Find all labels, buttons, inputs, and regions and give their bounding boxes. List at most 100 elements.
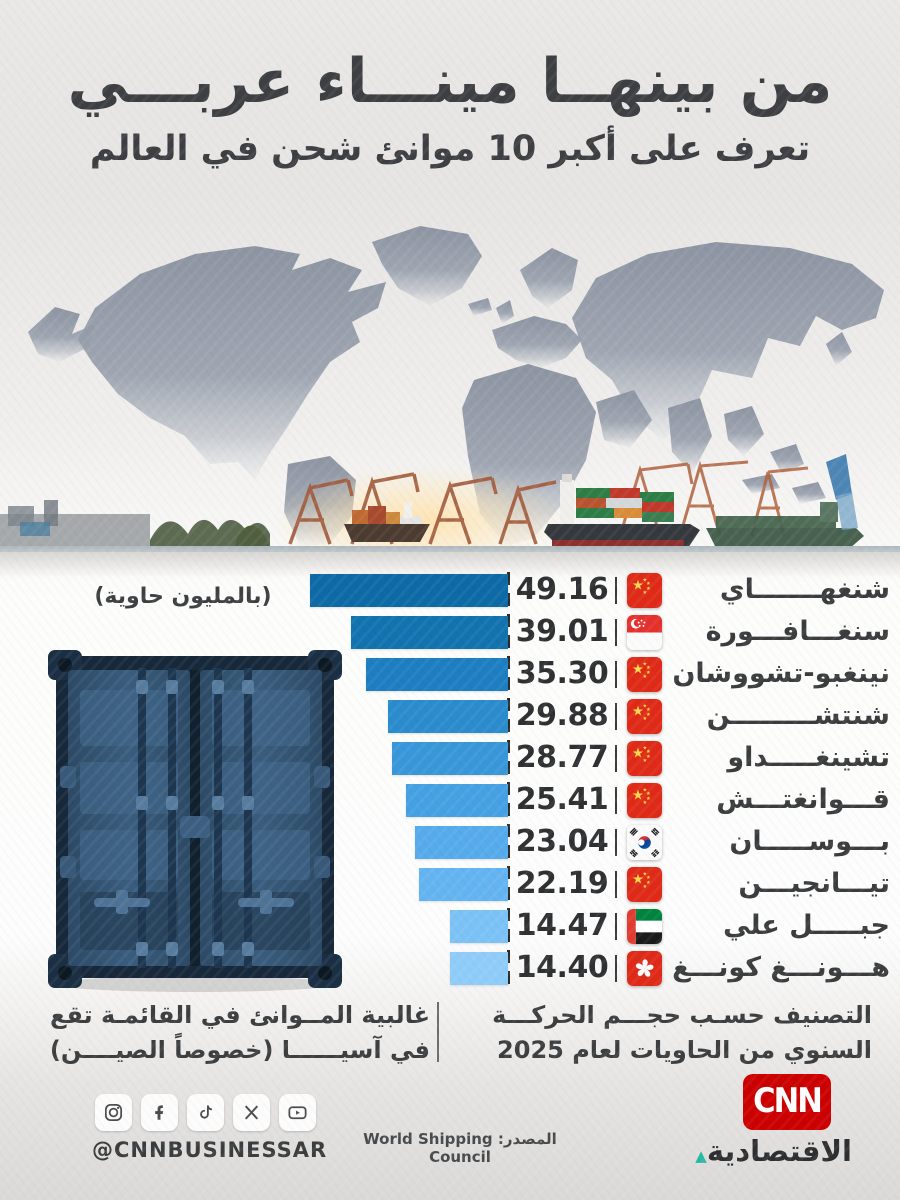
svg-text:★: ★ (646, 875, 651, 881)
svg-text:★: ★ (643, 871, 648, 877)
brand-dot: ▲ (695, 1147, 707, 1165)
svg-text:★: ★ (632, 662, 644, 678)
china-flag-icon: ★ ★ ★ ★ ★ (627, 699, 662, 734)
cnn-logo-box: CNN (743, 1074, 831, 1130)
svg-text:★: ★ (632, 578, 644, 594)
port-name: بـــوســـــان (729, 826, 890, 857)
port-bar (388, 700, 508, 733)
chart-rows: 49.16 ★ ★ ★ ★ ★ شنغهـــــــاي 39.01 سنغـ… (0, 570, 900, 992)
port-name: تيـــانجيـــن (738, 868, 890, 899)
facebook-icon[interactable] (141, 1094, 178, 1131)
value-flag-separator (615, 661, 617, 688)
port-row: 39.01 سنغـــافـــورة (0, 612, 900, 654)
svg-text:★: ★ (646, 665, 651, 671)
port-name: شنتشـــــــــن (706, 700, 890, 731)
svg-text:★: ★ (632, 746, 644, 762)
svg-text:★: ★ (643, 787, 648, 793)
svg-text:★: ★ (643, 800, 648, 806)
port-value: 14.40 (515, 950, 609, 985)
port-bar (406, 784, 508, 817)
value-flag-separator (615, 619, 617, 646)
port-bar (450, 952, 508, 985)
notes-divider (437, 1002, 439, 1062)
svg-text:★: ★ (646, 796, 651, 802)
header: من بينهــا مينـــاء عربـــي تعرف على أكب… (0, 48, 900, 169)
ranking-note-line1: التصنيف حسـب حجـــم الحركـــة (492, 1001, 872, 1029)
svg-text:★: ★ (646, 586, 651, 592)
port-row: 28.77 ★ ★ ★ ★ ★ تشينغـــــداو (0, 738, 900, 780)
shipping-container-graphic (42, 646, 348, 994)
china-flag-icon: ★ ★ ★ ★ ★ (627, 657, 662, 692)
svg-text:★: ★ (643, 745, 648, 751)
port-row: 14.40 هـــونـــغ كونـــغ (0, 948, 900, 990)
svg-text:★: ★ (643, 661, 648, 667)
quay-ground (0, 552, 900, 578)
port-name: شنغهـــــــاي (719, 574, 890, 605)
port-value: 22.19 (515, 866, 609, 901)
asia-note-line2: في آسيــــــا (خصوصاً الصيــــن) (49, 1035, 430, 1064)
value-flag-separator (615, 829, 617, 856)
port-bar (351, 616, 508, 649)
svg-text:★: ★ (632, 788, 644, 804)
port-row: 22.19 ★ ★ ★ ★ ★ تيـــانجيـــن (0, 864, 900, 906)
footnotes: التصنيف حسـب حجـــم الحركـــة السنوي من … (0, 998, 900, 1078)
port-value: 14.47 (515, 908, 609, 943)
value-flag-separator (615, 955, 617, 982)
port-row: 14.47 جبـــــل علي (0, 906, 900, 948)
port-row: 49.16 ★ ★ ★ ★ ★ شنغهـــــــاي (0, 570, 900, 612)
source-value: World Shipping Council (363, 1130, 493, 1166)
china-flag-icon: ★ ★ ★ ★ ★ (627, 741, 662, 776)
svg-text:★: ★ (646, 791, 651, 797)
page-title: من بينهــا مينـــاء عربـــي (67, 46, 833, 117)
hong-kong-flag-icon (627, 951, 662, 986)
svg-text:★: ★ (632, 704, 644, 720)
port-scene-graphic (0, 436, 900, 576)
x-icon[interactable] (233, 1094, 270, 1131)
port-bar (419, 868, 508, 901)
port-name: جبـــــل علي (723, 910, 890, 941)
china-flag-icon: ★ ★ ★ ★ ★ (627, 867, 662, 902)
port-row: 29.88 ★ ★ ★ ★ ★ شنتشـــــــــن (0, 696, 900, 738)
port-value: 29.88 (515, 698, 609, 733)
brand-name: الاقتصادية▲ (695, 1134, 852, 1168)
port-bar (366, 658, 508, 691)
china-flag-icon: ★ ★ ★ ★ ★ (627, 783, 662, 818)
ports-bar-chart: (بالمليون حاوية) 49.16 ★ ★ ★ ★ ★ شنغهـــ… (0, 570, 900, 992)
port-value: 23.04 (515, 824, 609, 859)
youtube-icon[interactable] (279, 1094, 316, 1131)
asia-note: غالبية المــوانئ في القائمـة تقع في آسيـ… (50, 998, 430, 1068)
port-value: 35.30 (515, 656, 609, 691)
value-flag-separator (615, 913, 617, 940)
asia-note-line1: غالبية المــوانئ في القائمـة تقع (49, 1001, 430, 1029)
singapore-flag-icon (627, 615, 662, 650)
port-row: 25.41 ★ ★ ★ ★ ★ قـــوانغتـــش (0, 780, 900, 822)
port-bar (310, 574, 508, 607)
svg-text:★: ★ (643, 758, 648, 764)
port-bar (450, 910, 508, 943)
source-credit: المصدر: World Shipping Council (330, 1130, 590, 1166)
uae-flag-icon (627, 909, 662, 944)
footer: @CNNBUSINESSAR المصدر: World Shipping Co… (0, 1074, 900, 1182)
svg-text:★: ★ (643, 703, 648, 709)
port-value: 39.01 (515, 614, 609, 649)
svg-text:★: ★ (646, 581, 651, 587)
value-flag-separator (615, 745, 617, 772)
svg-text:★: ★ (643, 674, 648, 680)
instagram-icon[interactable] (95, 1094, 132, 1131)
value-flag-separator (615, 871, 617, 898)
ranking-note: التصنيف حسـب حجـــم الحركـــة السنوي من … (477, 998, 872, 1068)
svg-text:★: ★ (643, 590, 648, 596)
page-subtitle: تعرف على أكبر 10 موانئ شحن في العالم (89, 129, 811, 170)
tiktok-icon[interactable] (187, 1094, 224, 1131)
port-name: سنغـــافـــورة (705, 616, 890, 647)
social-icons (95, 1094, 316, 1131)
value-flag-separator (615, 787, 617, 814)
social-handle[interactable]: @CNNBUSINESSAR (92, 1138, 328, 1162)
svg-text:★: ★ (646, 707, 651, 713)
port-bar (415, 826, 508, 859)
svg-text:★: ★ (643, 884, 648, 890)
ranking-note-line2: السنوي من الحاويات لعام 2025 (497, 1035, 872, 1064)
svg-text:★: ★ (643, 716, 648, 722)
svg-text:★: ★ (646, 749, 651, 755)
